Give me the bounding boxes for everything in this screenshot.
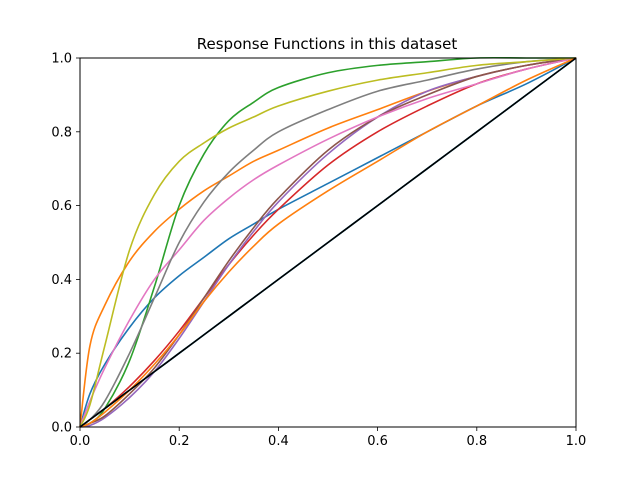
series-line-3 (79, 56, 576, 428)
x-tick-label: 0.0 (70, 434, 91, 449)
y-tick-label: 1.0 (51, 52, 72, 67)
x-tick-label: 1.0 (566, 434, 587, 449)
x-tick-label: 0.6 (367, 434, 388, 449)
chart-title: Response Functions in this dataset (197, 35, 458, 53)
series-line-5 (79, 57, 577, 428)
y-tick-label: 0.8 (51, 125, 72, 140)
series-line-7 (79, 57, 577, 428)
plot-frame (79, 57, 577, 428)
series-line-12 (79, 57, 577, 428)
y-tick-label: 0.6 (51, 199, 72, 214)
series-layer (79, 56, 577, 428)
series-line-4 (79, 57, 577, 428)
y-tick-label: 0.0 (51, 421, 72, 436)
x-tick-label: 0.4 (268, 434, 289, 449)
series-line-6 (79, 57, 577, 428)
y-axis: 0.0 0.2 0.4 0.6 0.8 1.0 (51, 52, 80, 436)
series-line-8 (79, 57, 577, 428)
y-tick-label: 0.4 (51, 273, 72, 288)
x-axis: 0.0 0.2 0.4 0.6 0.8 1.0 (70, 427, 587, 449)
x-tick-label: 0.8 (466, 434, 487, 449)
y-tick-label: 0.2 (51, 347, 72, 362)
series-line-13 (79, 57, 577, 428)
x-tick-label: 0.2 (169, 434, 190, 449)
series-line-9 (79, 57, 577, 428)
